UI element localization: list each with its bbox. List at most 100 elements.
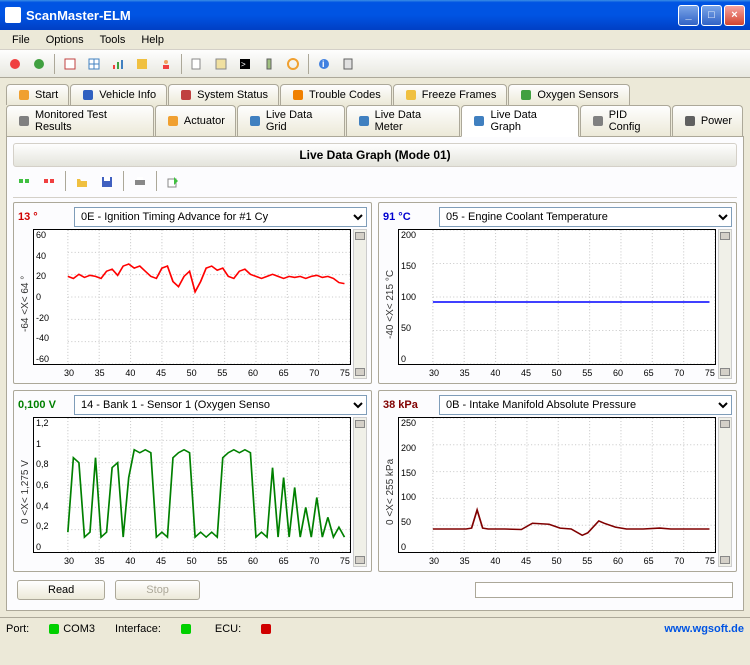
- tab-row-2: Monitored Test Results Actuator Live Data …: [6, 105, 744, 136]
- menubar: File Options Tools Help: [0, 30, 750, 50]
- tb-info-icon[interactable]: i: [313, 53, 335, 75]
- tb-gauge-icon[interactable]: [282, 53, 304, 75]
- tb-grid-icon[interactable]: [83, 53, 105, 75]
- tab-label: Vehicle Info: [99, 89, 156, 101]
- pid-icon: [591, 114, 605, 128]
- tb-copy-icon[interactable]: [186, 53, 208, 75]
- tab-system-status[interactable]: System Status: [168, 84, 279, 105]
- chart-value: 38 kPa: [383, 399, 433, 411]
- home-icon: [17, 88, 31, 102]
- range-slider[interactable]: [718, 229, 732, 379]
- minimize-button[interactable]: _: [678, 5, 699, 26]
- svg-text:>: >: [241, 60, 246, 69]
- titlebar: ScanMaster-ELM _ □ ×: [0, 0, 750, 30]
- tab-live-data-meter[interactable]: Live Data Meter: [346, 105, 461, 136]
- tab-monitored-test-results[interactable]: Monitored Test Results: [6, 105, 154, 136]
- mt-open-icon[interactable]: [71, 171, 93, 193]
- tab-label: Live Data Meter: [375, 109, 450, 133]
- app-icon: [5, 7, 21, 23]
- range-slider[interactable]: [353, 417, 367, 567]
- chart-value: 0,100 V: [18, 399, 68, 411]
- menu-options[interactable]: Options: [38, 32, 92, 48]
- iface-status-dot: [181, 624, 191, 634]
- tab-trouble-codes[interactable]: Trouble Codes: [280, 84, 392, 105]
- close-button[interactable]: ×: [724, 5, 745, 26]
- tb-paste-icon[interactable]: [210, 53, 232, 75]
- window-title: ScanMaster-ELM: [26, 8, 678, 23]
- tb-chart-icon[interactable]: [107, 53, 129, 75]
- mt-save-icon[interactable]: [96, 171, 118, 193]
- pid-select[interactable]: 05 - Engine Coolant Temperature: [439, 207, 732, 227]
- chart-value: 13 °: [18, 211, 68, 223]
- maximize-button[interactable]: □: [701, 5, 722, 26]
- freeze-icon: [404, 88, 418, 102]
- y-axis-label: -64 <X< 64 °: [18, 229, 33, 379]
- menu-help[interactable]: Help: [133, 32, 172, 48]
- status-ecu-label: ECU:: [215, 623, 241, 635]
- tab-label: Freeze Frames: [422, 89, 497, 101]
- tb-terminal-icon[interactable]: >: [234, 53, 256, 75]
- range-slider[interactable]: [353, 229, 367, 379]
- tab-content: Live Data Graph (Mode 01) 13 °0E - Ignit…: [6, 136, 744, 611]
- tb-connect-icon[interactable]: [4, 53, 26, 75]
- status-iface-label: Interface:: [115, 623, 161, 635]
- range-slider[interactable]: [718, 417, 732, 567]
- tb-doc1-icon[interactable]: [59, 53, 81, 75]
- tab-row-1: Start Vehicle Info System Status Trouble Co…: [6, 84, 744, 105]
- chart-panel-0: 13 ° 0E - Ignition Timing Advance for #1 …: [13, 202, 372, 384]
- pid-select[interactable]: 0E - Ignition Timing Advance for #1 Cy: [74, 207, 367, 227]
- read-button[interactable]: Read: [17, 580, 105, 600]
- tab-label: Live Data Grid: [266, 109, 334, 133]
- tab-actuator[interactable]: Actuator: [155, 105, 236, 136]
- act-icon: [166, 114, 180, 128]
- y-axis-label: 0 <X< 255 kPa: [383, 417, 398, 567]
- tab-label: PID Config: [609, 109, 660, 133]
- tab-freeze-frames[interactable]: Freeze Frames: [393, 84, 508, 105]
- tab-label: Live Data Graph: [490, 109, 567, 133]
- statusbar: Port: COM3 Interface: ECU: www.wgsoft.de: [0, 617, 750, 639]
- website-link[interactable]: www.wgsoft.de: [664, 623, 744, 635]
- graph-icon: [472, 114, 486, 128]
- mt-export-icon[interactable]: [162, 171, 184, 193]
- chart-panel-2: 0,100 V 14 - Bank 1 - Sensor 1 (Oxygen Se…: [13, 390, 372, 572]
- tab-label: Start: [35, 89, 58, 101]
- meter-icon: [357, 114, 371, 128]
- stop-button[interactable]: Stop: [115, 580, 200, 600]
- chart-plot: 6040200-20-40-6030354045505560657075: [33, 229, 351, 365]
- tab-label: Oxygen Sensors: [537, 89, 618, 101]
- status-port: COM3: [63, 623, 95, 635]
- menu-file[interactable]: File: [4, 32, 38, 48]
- info-icon: [81, 88, 95, 102]
- tb-calc-icon[interactable]: [337, 53, 359, 75]
- port-status-dot: [49, 624, 59, 634]
- chart-panel-1: 91 °C05 - Engine Coolant Temperature-40 …: [378, 202, 737, 384]
- tab-label: Actuator: [184, 115, 225, 127]
- mt-add-node-icon[interactable]: [13, 171, 35, 193]
- tab-power[interactable]: Power: [672, 105, 743, 136]
- tab-start[interactable]: Start: [6, 84, 69, 105]
- chart-value: 91 °C: [383, 211, 433, 223]
- menu-tools[interactable]: Tools: [92, 32, 134, 48]
- tab-live-data-grid[interactable]: Live Data Grid: [237, 105, 345, 136]
- tab-live-data-graph[interactable]: Live Data Graph: [461, 105, 578, 137]
- pid-select[interactable]: 0B - Intake Manifold Absolute Pressure: [439, 395, 732, 415]
- chart-plot: 25020015010050030354045505560657075: [398, 417, 716, 553]
- chart-plot: 1,210,80,60,40,2030354045505560657075: [33, 417, 351, 553]
- tb-flag-icon[interactable]: [131, 53, 153, 75]
- tb-device-icon[interactable]: [258, 53, 280, 75]
- tab-label: Power: [701, 115, 732, 127]
- toolbar: > i: [0, 50, 750, 78]
- tab-oxygen-sensors[interactable]: Oxygen Sensors: [508, 84, 629, 105]
- mt-print-icon[interactable]: [129, 171, 151, 193]
- mt-del-node-icon[interactable]: [38, 171, 60, 193]
- tab-label: Monitored Test Results: [35, 109, 143, 133]
- tab-pid-config[interactable]: PID Config: [580, 105, 671, 136]
- tb-user-icon[interactable]: [155, 53, 177, 75]
- tb-globe-icon[interactable]: [28, 53, 50, 75]
- svg-text:i: i: [322, 59, 325, 69]
- warn-icon: [291, 88, 305, 102]
- tab-vehicle-info[interactable]: Vehicle Info: [70, 84, 167, 105]
- tab-label: Trouble Codes: [309, 89, 381, 101]
- pid-select[interactable]: 14 - Bank 1 - Sensor 1 (Oxygen Senso: [74, 395, 367, 415]
- chart-plot: 20015010050030354045505560657075: [398, 229, 716, 365]
